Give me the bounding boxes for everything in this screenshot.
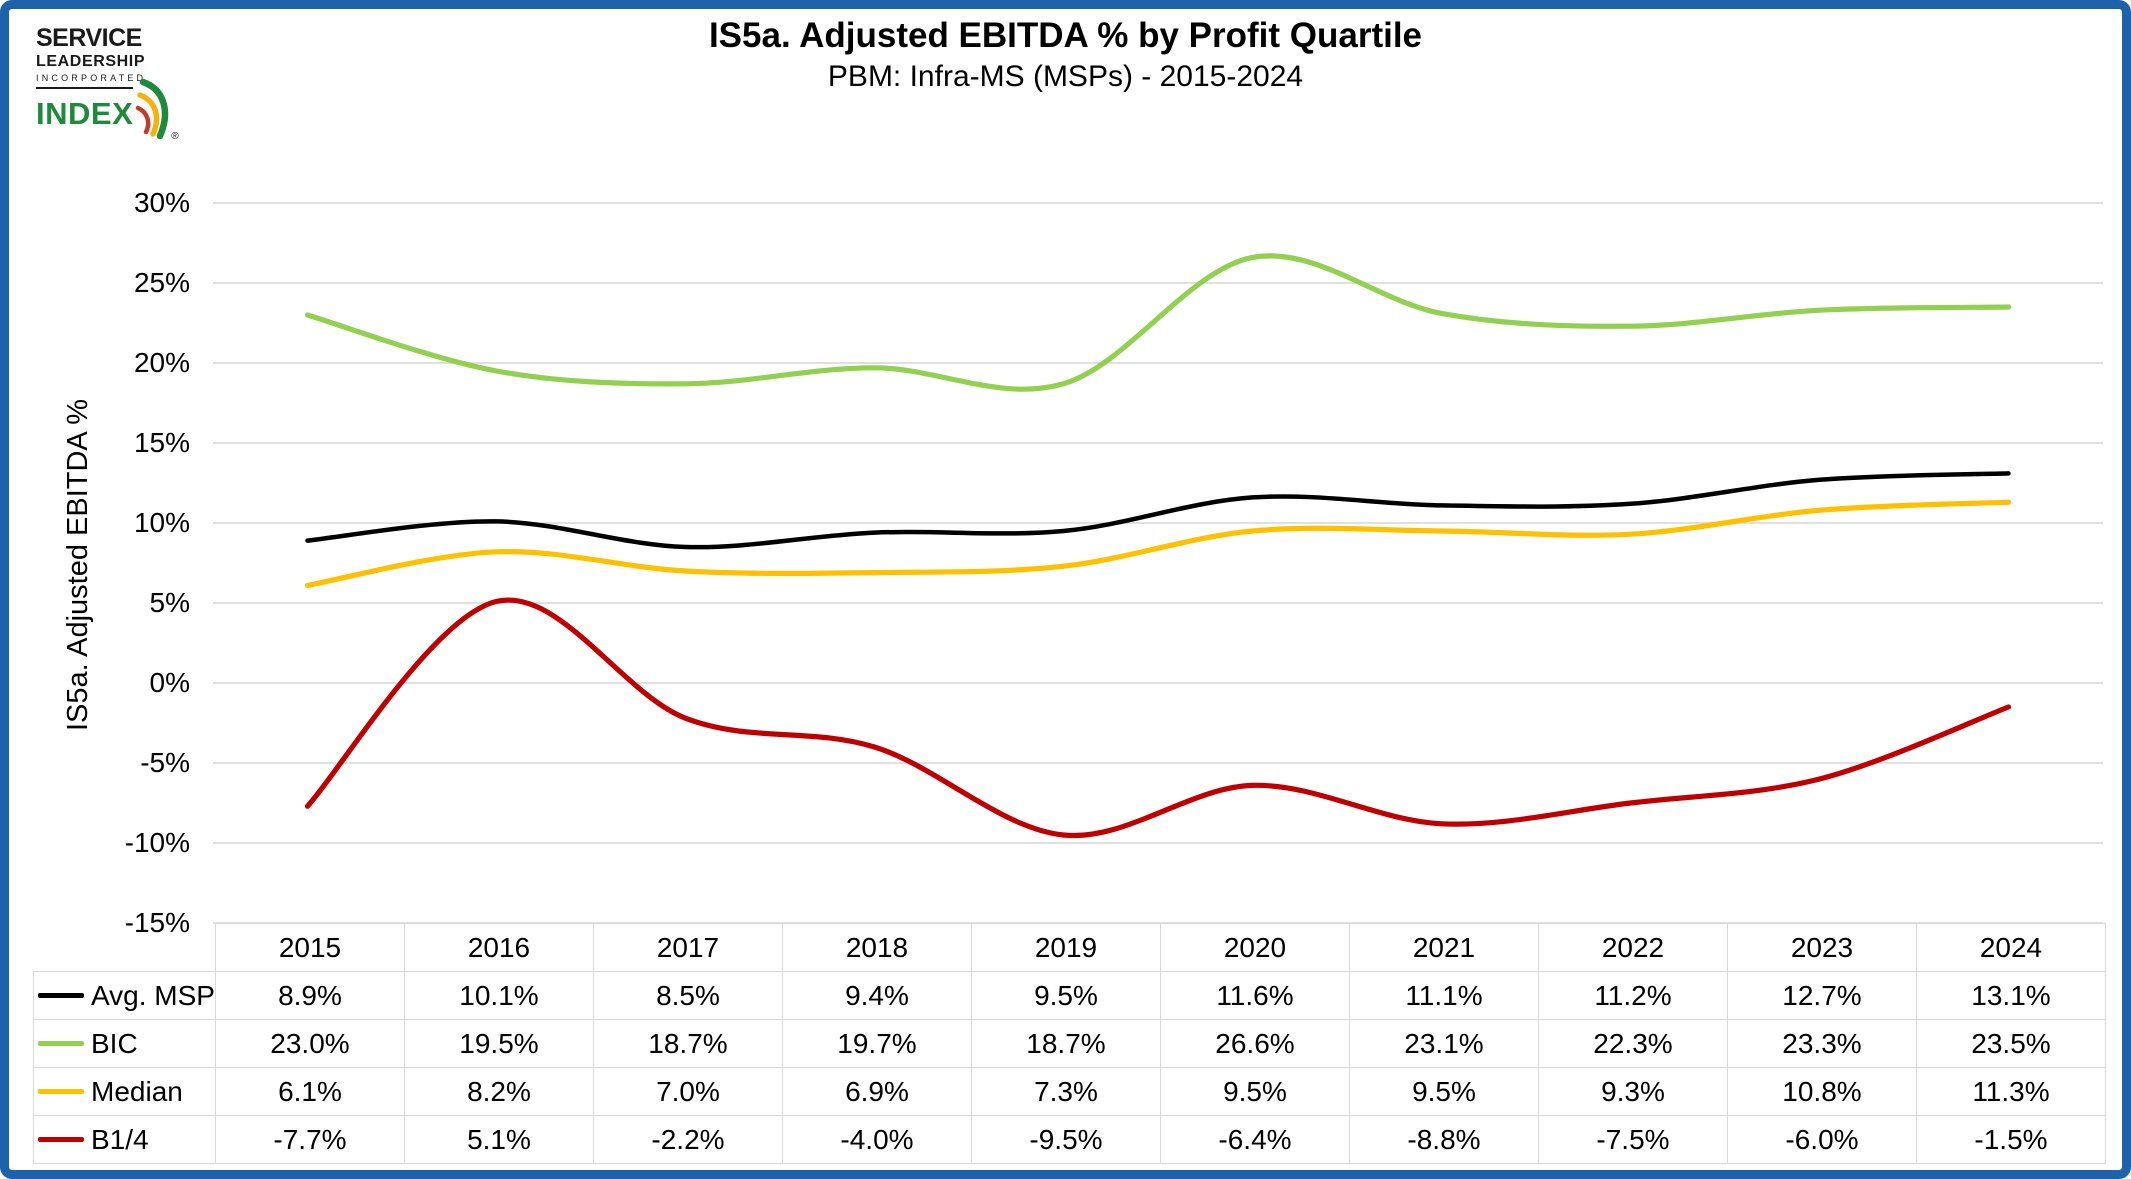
- year-header-cell: 2024: [1915, 923, 2106, 972]
- value-cell: 11.1%: [1348, 971, 1539, 1020]
- y-axis-tick-label: 5%: [149, 587, 190, 618]
- y-axis-tick-label: 20%: [133, 347, 190, 378]
- value-cell: -7.5%: [1537, 1115, 1728, 1164]
- legend-swatch-b1-4: [38, 1136, 84, 1142]
- value-cell: 26.6%: [1159, 1019, 1350, 1068]
- year-header-cell: 2016: [403, 923, 594, 972]
- logo-text-service: SERVICE: [36, 24, 142, 52]
- year-header-cell: 2017: [592, 923, 783, 972]
- value-cell: 23.1%: [1348, 1019, 1539, 1068]
- year-header-cell: 2022: [1537, 923, 1728, 972]
- value-cell: 11.3%: [1915, 1067, 2106, 1116]
- legend-label: BIC: [91, 1027, 138, 1059]
- value-cell: -7.7%: [214, 1115, 405, 1164]
- value-cell: -1.5%: [1915, 1115, 2106, 1164]
- legend-swatch-bic: [38, 1040, 84, 1046]
- table-row-avg-msp: Avg. MSP 8.9% 10.1% 8.5% 9.4% 9.5% 11.6% 11.1% 1…: [33, 971, 2106, 1020]
- value-cell: 7.0%: [592, 1067, 783, 1116]
- year-header-row: 2015 2016 2017 2018 2019 2020 2021 2022 2023 2024: [34, 923, 2106, 972]
- y-axis-tick-label: 15%: [133, 427, 190, 458]
- value-cell: 18.7%: [970, 1019, 1161, 1068]
- y-axis-tick-label: 0%: [149, 667, 190, 698]
- table-row-median: Median 6.1% 8.2% 7.0% 6.9% 7.3% 9.5% 9.5% 9.3% 10…: [33, 1067, 2106, 1116]
- y-axis-tick-label: -10%: [124, 827, 190, 858]
- value-cell: 11.2%: [1537, 971, 1728, 1020]
- logo-text-incorporated: INCORPORATED: [36, 73, 147, 83]
- data-table: 2015 2016 2017 2018 2019 2020 2021 2022 2023 2024…: [33, 923, 2106, 1164]
- legend-cell-median: Median: [33, 1067, 216, 1116]
- value-cell: 9.5%: [1159, 1067, 1350, 1116]
- legend-swatch-avg-msp: [38, 992, 84, 998]
- value-cell: 6.1%: [214, 1067, 405, 1116]
- legend-label: Avg. MSP: [91, 979, 215, 1011]
- legend-label: B1/4: [91, 1123, 149, 1155]
- legend-cell-avg-msp: Avg. MSP: [33, 971, 216, 1020]
- y-axis-tick-label: 25%: [133, 267, 190, 298]
- table-row-bic: BIC 23.0% 19.5% 18.7% 19.7% 18.7% 26.6% 23.1% 22…: [33, 1019, 2106, 1068]
- value-cell: -2.2%: [592, 1115, 783, 1164]
- series-line-bic: [304, 253, 2012, 392]
- value-cell: 12.7%: [1726, 971, 1917, 1020]
- year-header-cell: 2015: [214, 923, 405, 972]
- legend-cell-b1-4: B1/4: [33, 1115, 216, 1164]
- logo-text-index: INDEX: [36, 96, 134, 131]
- logo-divider: [36, 87, 133, 89]
- year-header-cell: 2023: [1726, 923, 1917, 972]
- value-cell: 22.3%: [1537, 1019, 1728, 1068]
- value-cell: 18.7%: [592, 1019, 783, 1068]
- year-header-cell: 2020: [1159, 923, 1350, 972]
- value-cell: 8.5%: [592, 971, 783, 1020]
- value-cell: 10.8%: [1726, 1067, 1917, 1116]
- value-cell: 5.1%: [403, 1115, 594, 1164]
- value-cell: 23.0%: [214, 1019, 405, 1068]
- y-axis-tick-label: -15%: [124, 907, 190, 938]
- value-cell: 23.3%: [1726, 1019, 1917, 1068]
- value-cell: -6.4%: [1159, 1115, 1350, 1164]
- table-row-b1-4: B1/4 -7.7% 5.1% -2.2% -4.0% -9.5% -6.4% -8.8% -7…: [33, 1115, 2106, 1164]
- value-cell: 9.4%: [781, 971, 972, 1020]
- year-header-cell: 2019: [970, 923, 1161, 972]
- value-cell: 8.2%: [403, 1067, 594, 1116]
- year-header-cell: 2021: [1348, 923, 1539, 972]
- y-axis-tick-label: 10%: [133, 507, 190, 538]
- logo-registered-mark: ®: [171, 131, 179, 142]
- value-cell: -9.5%: [970, 1115, 1161, 1164]
- series-line-median: [304, 499, 2012, 588]
- value-cell: -6.0%: [1726, 1115, 1917, 1164]
- value-cell: 9.3%: [1537, 1067, 1728, 1116]
- value-cell: -8.8%: [1348, 1115, 1539, 1164]
- logo-swoosh-icon: [136, 78, 169, 140]
- y-axis-tick-label: 30%: [133, 187, 190, 218]
- value-cell: 6.9%: [781, 1067, 972, 1116]
- chart-title: IS5a. Adjusted EBITDA % by Profit Quarti…: [708, 16, 1423, 55]
- chart-subtitle: PBM: Infra-MS (MSPs) - 2015-2024: [827, 60, 1304, 93]
- series-line-b1-4: [304, 597, 2012, 839]
- y-axis-tick-label: -5%: [140, 747, 190, 778]
- value-cell: 13.1%: [1915, 971, 2106, 1020]
- value-cell: -4.0%: [781, 1115, 972, 1164]
- service-leadership-index-logo: SERVICE LEADERSHIP INCORPORATED INDEX ®: [36, 26, 206, 142]
- legend-swatch-median: [38, 1088, 84, 1094]
- legend-cell-bic: BIC: [33, 1019, 216, 1068]
- value-cell: 9.5%: [1348, 1067, 1539, 1116]
- value-cell: 19.7%: [781, 1019, 972, 1068]
- table-corner-cell: [34, 924, 216, 972]
- logo-text-leadership: LEADERSHIP: [36, 53, 146, 70]
- value-cell: 9.5%: [970, 971, 1161, 1020]
- value-cell: 11.6%: [1159, 971, 1350, 1020]
- series-line-avg-msp: [305, 471, 2011, 550]
- year-header-cell: 2018: [781, 923, 972, 972]
- value-cell: 19.5%: [403, 1019, 594, 1068]
- value-cell: 23.5%: [1915, 1019, 2106, 1068]
- value-cell: 10.1%: [403, 971, 594, 1020]
- legend-label: Median: [91, 1075, 183, 1107]
- value-cell: 8.9%: [214, 971, 405, 1020]
- value-cell: 7.3%: [970, 1067, 1161, 1116]
